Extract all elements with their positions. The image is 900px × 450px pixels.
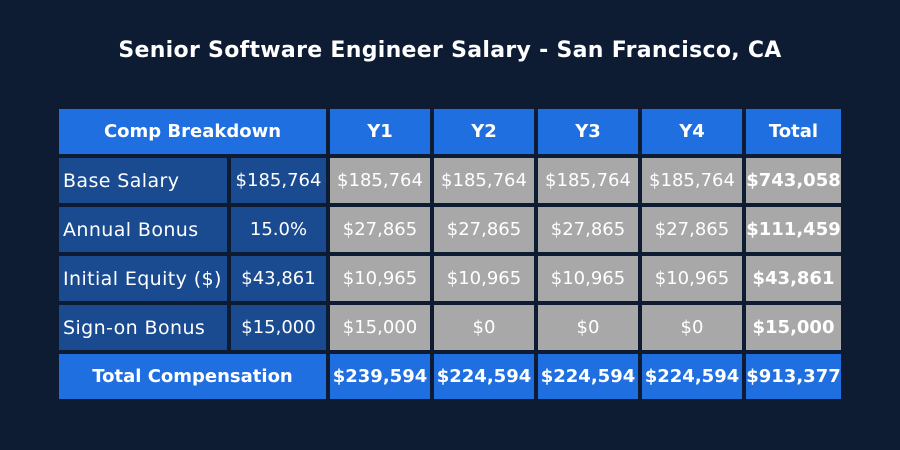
row-label-base-salary: Base Salary <box>59 158 227 203</box>
table-cell: $0 <box>538 305 638 350</box>
header-y3: Y3 <box>538 109 638 154</box>
footer-y4: $224,594 <box>642 354 742 399</box>
footer-y3: $224,594 <box>538 354 638 399</box>
table-cell: $27,865 <box>538 207 638 252</box>
table-cell: $185,764 <box>434 158 534 203</box>
row-total-base-salary: $743,058 <box>746 158 841 203</box>
table-cell: $10,965 <box>434 256 534 301</box>
row-param-initial-equity: $43,861 <box>231 256 326 301</box>
row-param-base-salary: $185,764 <box>231 158 326 203</box>
table-cell: $185,764 <box>538 158 638 203</box>
header-total: Total <box>746 109 841 154</box>
footer-total-compensation-label: Total Compensation <box>59 354 326 399</box>
header-y2: Y2 <box>434 109 534 154</box>
header-y4: Y4 <box>642 109 742 154</box>
table-cell: $185,764 <box>330 158 430 203</box>
header-y1: Y1 <box>330 109 430 154</box>
footer-grand-total: $913,377 <box>746 354 841 399</box>
row-param-sign-on-bonus: $15,000 <box>231 305 326 350</box>
table-cell: $0 <box>434 305 534 350</box>
row-total-initial-equity: $43,861 <box>746 256 841 301</box>
table-cell: $10,965 <box>642 256 742 301</box>
table-cell: $27,865 <box>642 207 742 252</box>
table-cell: $0 <box>642 305 742 350</box>
table-cell: $10,965 <box>330 256 430 301</box>
table-cell: $27,865 <box>330 207 430 252</box>
row-label-initial-equity: Initial Equity ($) <box>59 256 227 301</box>
footer-y2: $224,594 <box>434 354 534 399</box>
row-total-sign-on-bonus: $15,000 <box>746 305 841 350</box>
header-comp-breakdown: Comp Breakdown <box>59 109 326 154</box>
table-cell: $15,000 <box>330 305 430 350</box>
row-total-annual-bonus: $111,459 <box>746 207 841 252</box>
compensation-table: Comp Breakdown Y1 Y2 Y3 Y4 Total Base Sa… <box>59 109 841 399</box>
table-cell: $27,865 <box>434 207 534 252</box>
row-label-annual-bonus: Annual Bonus <box>59 207 227 252</box>
page-title: Senior Software Engineer Salary - San Fr… <box>118 38 782 63</box>
row-param-annual-bonus: 15.0% <box>231 207 326 252</box>
footer-y1: $239,594 <box>330 354 430 399</box>
row-label-sign-on-bonus: Sign-on Bonus <box>59 305 227 350</box>
table-cell: $10,965 <box>538 256 638 301</box>
table-cell: $185,764 <box>642 158 742 203</box>
